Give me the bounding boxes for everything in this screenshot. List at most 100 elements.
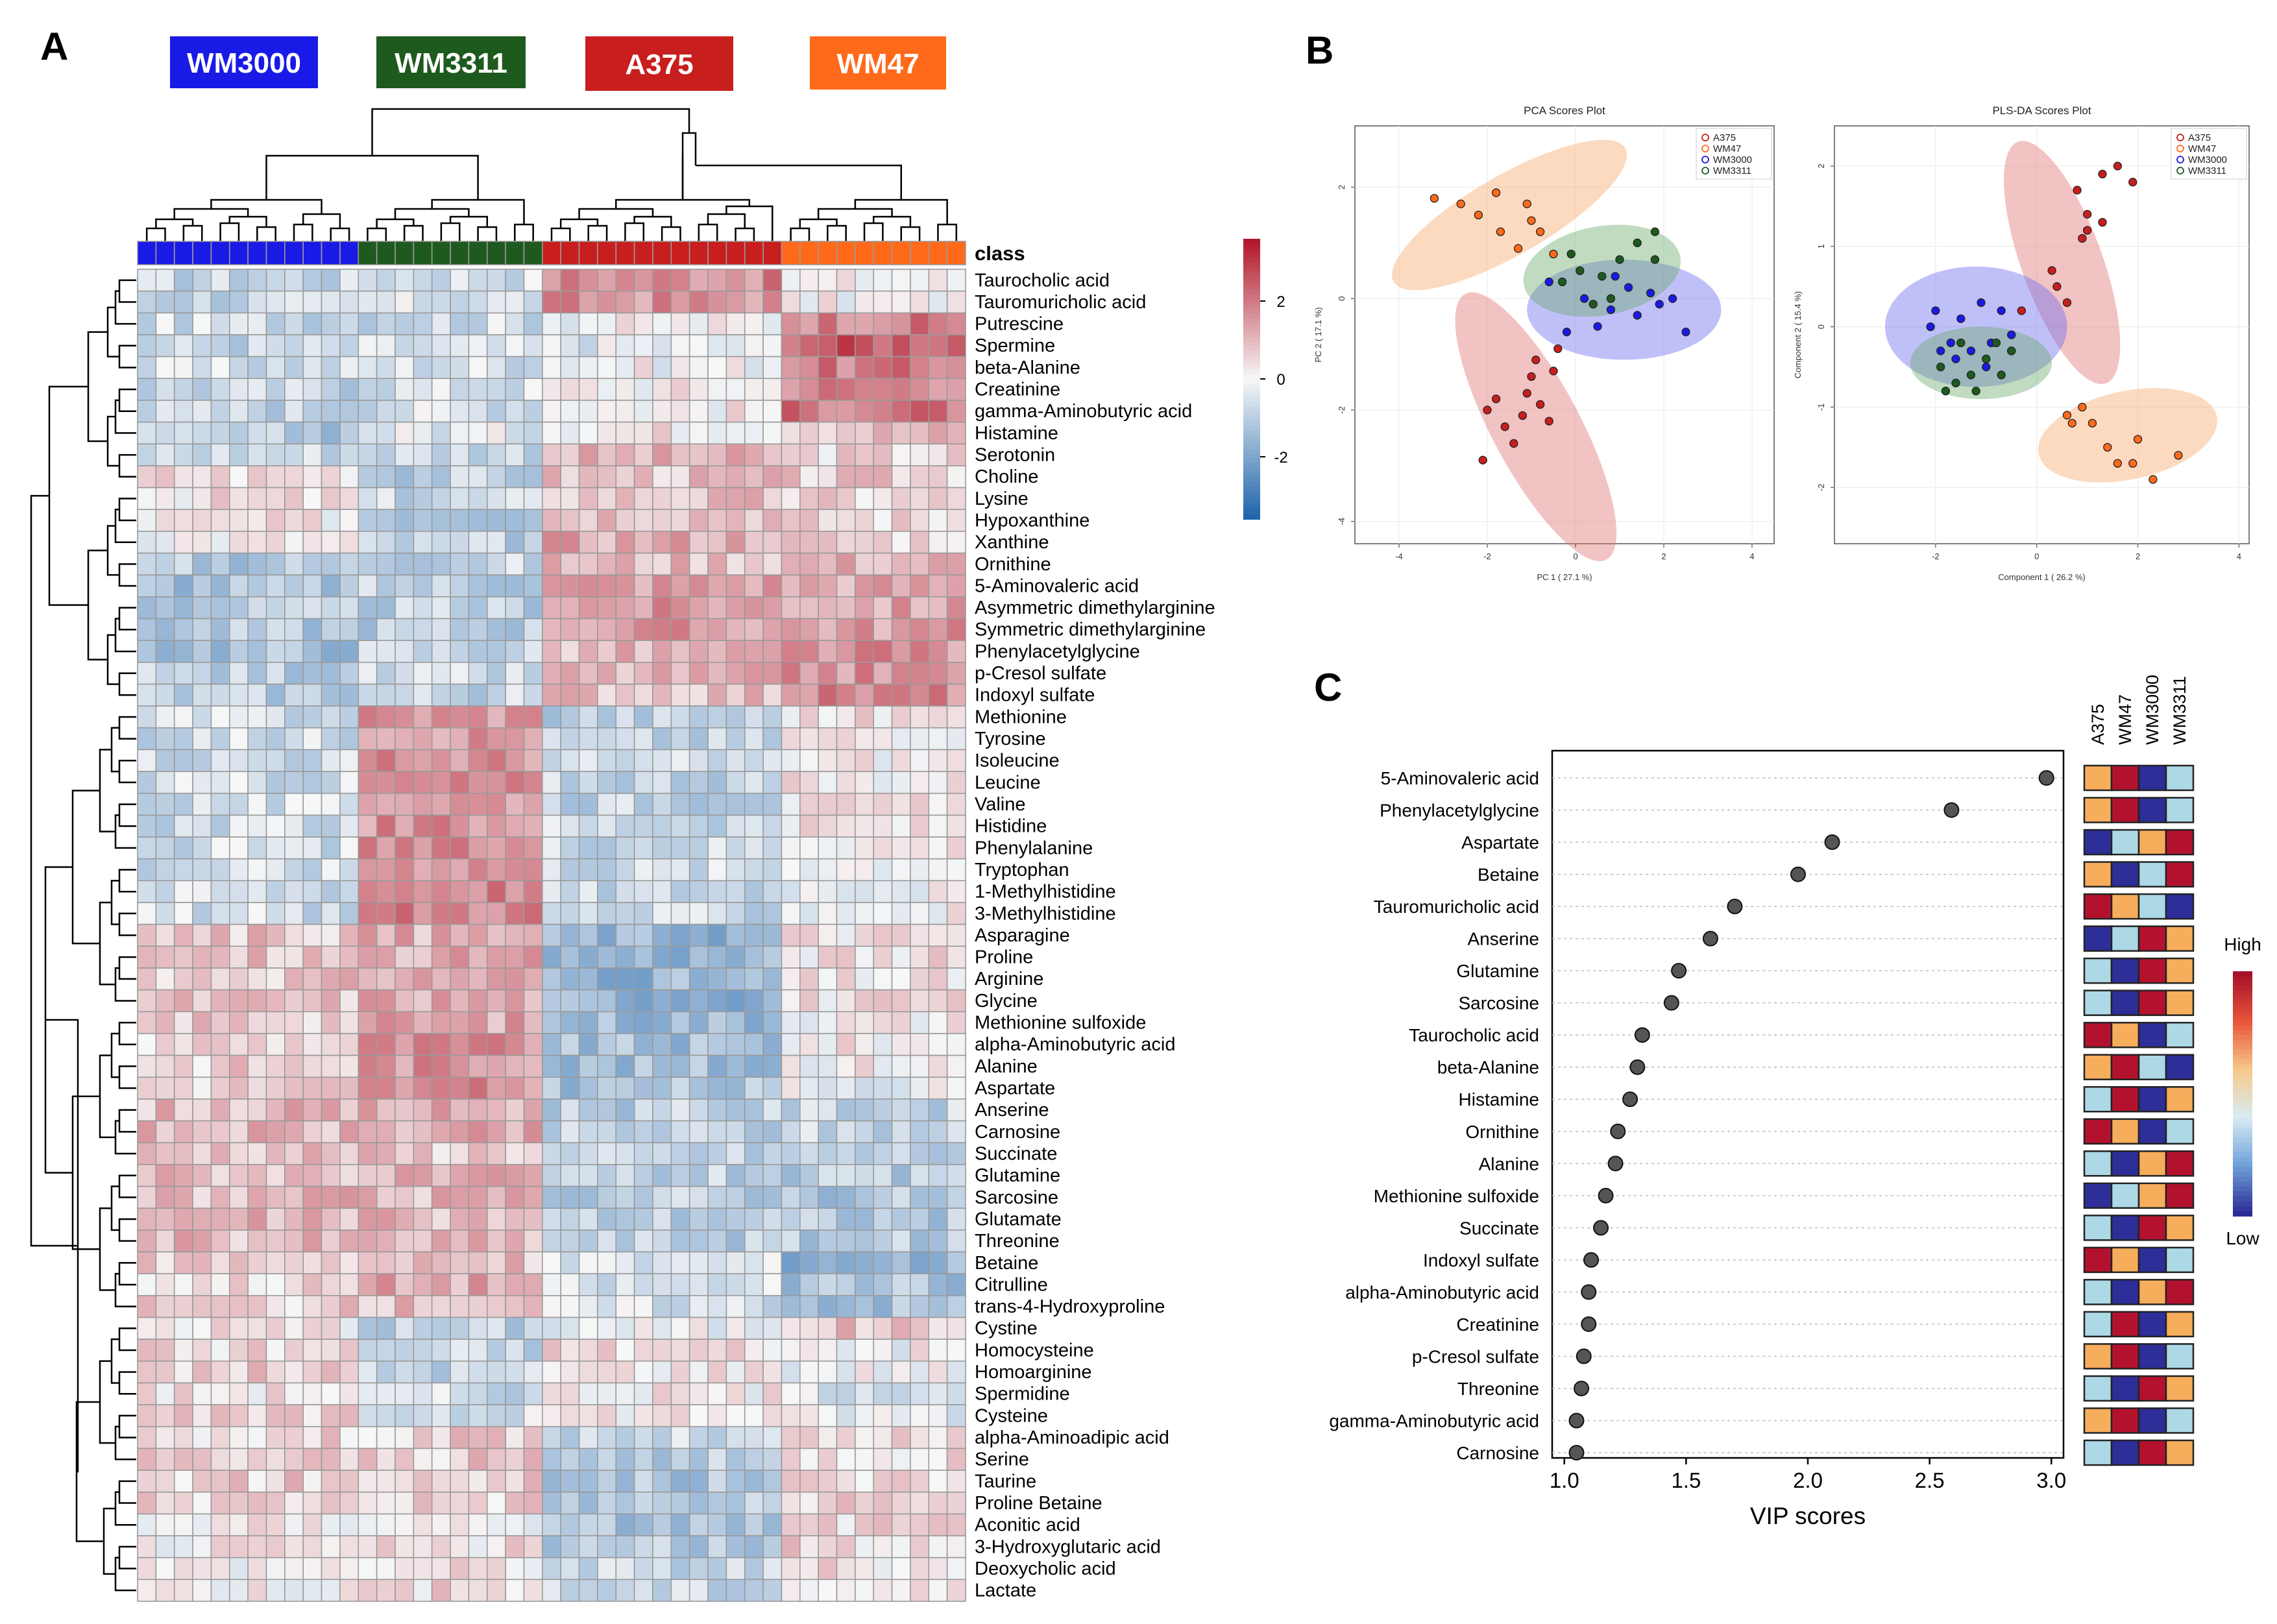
heatmap-cell: [762, 1185, 783, 1209]
color-scale-step: [1243, 295, 1260, 300]
heatmap-row-label: Tauromuricholic acid: [975, 292, 1146, 313]
heatmap-cell: [560, 880, 580, 903]
heatmap-cell: [891, 443, 911, 467]
heatmap-cell: [578, 443, 598, 467]
heatmap-cell: [597, 880, 617, 903]
heatmap-cell: [762, 771, 783, 794]
heatmap-cell: [523, 290, 543, 314]
heatmap-cell: [836, 269, 856, 292]
vip-item-label: Tauromuricholic acid: [1374, 897, 1539, 917]
heatmap-cell: [155, 705, 175, 729]
heatmap-cell: [928, 1513, 948, 1536]
heatmap-cell: [173, 421, 193, 445]
heatmap-cell: [210, 1033, 230, 1056]
heatmap-cell: [578, 1098, 598, 1122]
heatmap-cell: [799, 1273, 819, 1296]
heatmap-cell: [744, 771, 764, 794]
heatmap-cell: [284, 1425, 304, 1449]
heatmap-cell: [468, 1033, 488, 1056]
vip-legend-step: [2233, 1182, 2252, 1187]
x-tick-label: -4: [1395, 551, 1403, 561]
heatmap-cell: [855, 1382, 875, 1405]
heatmap-cell: [799, 902, 819, 925]
heatmap-cell: [560, 1185, 580, 1209]
heatmap-cell: [210, 1207, 230, 1231]
score-point-wm3311: [1966, 370, 1976, 380]
heatmap-cell: [762, 1207, 783, 1231]
heatmap-cell: [192, 1360, 212, 1384]
heatmap-cell: [358, 1470, 378, 1493]
vip-level-box: [2137, 1439, 2167, 1466]
vip-legend-step: [2233, 971, 2252, 977]
heatmap-cell: [597, 1207, 617, 1231]
heatmap-cell: [486, 683, 506, 707]
confidence-ellipse-a375: [1455, 292, 1617, 561]
heatmap-cell: [891, 1513, 911, 1536]
heatmap-cell: [670, 1076, 690, 1100]
heatmap-cell: [155, 1579, 175, 1602]
heatmap-cell: [818, 290, 838, 314]
dendrogram-branch: [99, 749, 116, 832]
heatmap-cell: [744, 1011, 764, 1034]
dendrogram-branch: [106, 415, 119, 467]
y-axis-label: PC 2 ( 17.1 %): [1313, 307, 1323, 362]
heatmap-cell: [818, 1033, 838, 1056]
heatmap-cell: [725, 945, 746, 969]
heatmap-cell: [468, 269, 488, 292]
heatmap-cell: [284, 400, 304, 423]
heatmap-cell: [302, 1207, 323, 1231]
heatmap-cell: [560, 749, 580, 772]
score-point-wm3311: [1615, 255, 1624, 264]
heatmap-cell: [376, 465, 396, 489]
heatmap-cell: [818, 880, 838, 903]
heatmap-cell: [173, 1535, 193, 1558]
heatmap-cell: [523, 662, 543, 685]
color-scale-step: [1243, 411, 1260, 417]
heatmap-cell: [762, 945, 783, 969]
heatmap-cell: [891, 771, 911, 794]
heatmap-cell: [395, 967, 415, 991]
heatmap-cell: [228, 1230, 249, 1253]
vip-level-box: [2083, 1375, 2113, 1402]
heatmap-cell: [228, 290, 249, 314]
heatmap-cell: [192, 487, 212, 511]
heatmap-cell: [413, 400, 433, 423]
heatmap-cell: [578, 356, 598, 380]
heatmap-cell: [615, 1382, 635, 1405]
dendrogram-branch: [118, 1065, 136, 1089]
vip-point: [1671, 963, 1687, 979]
heatmap-cell: [560, 1470, 580, 1493]
heatmap-cell: [928, 1316, 948, 1340]
heatmap-cell: [688, 531, 709, 554]
heatmap-cell: [928, 1054, 948, 1078]
heatmap-cell: [891, 1230, 911, 1253]
heatmap-cell: [597, 1011, 617, 1034]
heatmap-cell: [946, 312, 966, 335]
heatmap-cell: [321, 923, 341, 947]
heatmap-cell: [855, 902, 875, 925]
heatmap-cell: [855, 836, 875, 860]
heatmap-cell: [505, 1491, 525, 1515]
heatmap-cell: [688, 618, 709, 641]
heatmap-cell: [855, 1076, 875, 1100]
heatmap-row-label: Xanthine: [975, 532, 1049, 553]
heatmap-cell: [560, 902, 580, 925]
heatmap-cell: [873, 792, 893, 816]
heatmap-cell: [597, 1230, 617, 1253]
heatmap-cell: [818, 1054, 838, 1078]
heatmap-cell: [505, 356, 525, 380]
heatmap-cell: [302, 989, 323, 1013]
heatmap-cell: [247, 1513, 267, 1536]
heatmap-cell: [928, 771, 948, 794]
heatmap-cell: [910, 1339, 930, 1362]
heatmap-cell: [173, 1404, 193, 1427]
heatmap-cell: [468, 1339, 488, 1362]
color-scale-step: [1243, 356, 1260, 361]
heatmap-cell: [395, 1448, 415, 1471]
heatmap-cell: [284, 487, 304, 511]
heatmap-cell: [707, 923, 727, 947]
confidence-ellipse-wm47: [1391, 139, 1627, 291]
heatmap-cell: [358, 1404, 378, 1427]
heatmap-cell: [395, 334, 415, 358]
heatmap-cell: [395, 792, 415, 816]
